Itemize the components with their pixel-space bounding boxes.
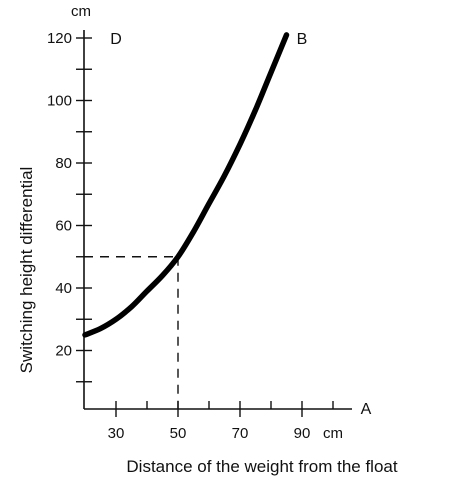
series-group [82,32,290,338]
labels-group: cm cm A D B Distance of the weight from … [17,3,398,476]
guide-lines [84,256,179,409]
y-tick-label: 100 [47,93,72,110]
y-axis-title: Switching height differential [17,167,36,374]
x-tick-label: 70 [232,425,249,442]
x-axis: 30 50 70 90 [84,401,352,442]
x-axis-title: Distance of the weight from the float [126,457,397,476]
y-tick-label: 60 [55,218,72,235]
y-tick-label: 120 [47,30,72,47]
y-tick-label: 40 [55,280,72,297]
curve-end-label-b: B [297,31,308,48]
y-tick-label: 80 [55,155,72,172]
y-axis-unit: cm [71,3,91,20]
axis-end-label-a: A [361,401,372,418]
x-axis-unit: cm [323,425,343,442]
y-tick-label: 20 [55,343,72,360]
x-tick-label: 50 [170,425,187,442]
series-line-0 [82,32,290,338]
x-tick-label: 30 [108,425,125,442]
x-tick-label: 90 [294,425,311,442]
y-axis: 20 40 60 80 100 120 [47,30,92,409]
corner-label-d: D [110,31,122,48]
